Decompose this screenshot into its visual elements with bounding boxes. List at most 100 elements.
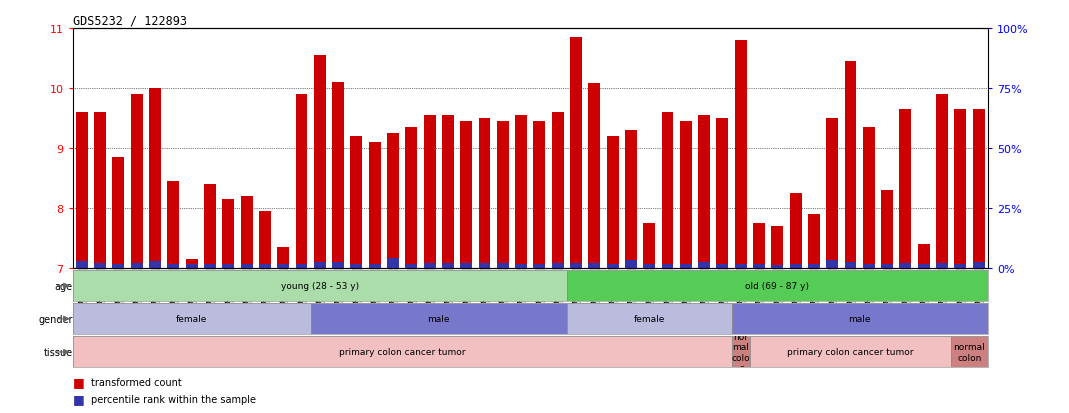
Text: female: female (634, 315, 665, 323)
Bar (863, 264, 874, 268)
Bar (734, 265, 746, 268)
Bar (441, 263, 454, 268)
Bar (112, 158, 124, 268)
Bar (662, 264, 673, 268)
Bar (311, 304, 567, 335)
Bar (790, 194, 802, 268)
Text: gender: gender (38, 314, 73, 324)
Bar (94, 113, 106, 268)
Bar (186, 259, 198, 268)
Text: old (69 - 87 y): old (69 - 87 y) (745, 282, 809, 290)
Bar (387, 134, 399, 268)
Bar (772, 226, 784, 268)
Bar (479, 119, 491, 268)
Bar (186, 265, 198, 268)
Bar (845, 62, 856, 268)
Bar (644, 223, 655, 268)
Bar (662, 113, 673, 268)
Bar (951, 337, 988, 368)
Bar (567, 304, 731, 335)
Bar (423, 116, 435, 268)
Bar (241, 197, 252, 268)
Bar (731, 304, 988, 335)
Bar (749, 337, 951, 368)
Bar (881, 265, 893, 268)
Bar (405, 264, 417, 268)
Bar (606, 137, 619, 268)
Text: primary colon cancer tumor: primary colon cancer tumor (339, 348, 465, 356)
Bar (332, 263, 344, 268)
Bar (753, 265, 765, 268)
Bar (130, 263, 142, 268)
Bar (73, 304, 311, 335)
Bar (772, 266, 784, 268)
Bar (973, 110, 985, 268)
Bar (259, 265, 270, 268)
Text: ■: ■ (73, 375, 84, 389)
Bar (644, 265, 655, 268)
Bar (112, 264, 124, 268)
Bar (588, 84, 600, 268)
Bar (423, 263, 435, 268)
Bar (899, 110, 912, 268)
Bar (753, 223, 765, 268)
Text: male: male (428, 315, 450, 323)
Bar (716, 119, 728, 268)
Bar (314, 56, 326, 268)
Text: normal
colon: normal colon (954, 342, 986, 362)
Bar (461, 122, 472, 268)
Bar (625, 131, 637, 268)
Bar (149, 89, 161, 268)
Bar (973, 263, 985, 268)
Bar (936, 95, 948, 268)
Bar (698, 116, 710, 268)
Bar (314, 263, 326, 268)
Bar (552, 263, 563, 268)
Bar (168, 264, 180, 268)
Bar (479, 263, 491, 268)
Bar (863, 128, 874, 268)
Bar (259, 211, 270, 268)
Bar (277, 265, 289, 268)
Bar (222, 199, 234, 268)
Bar (826, 260, 838, 268)
Bar (680, 264, 692, 268)
Text: young (28 - 53 y): young (28 - 53 y) (281, 282, 359, 290)
Bar (515, 116, 527, 268)
Text: tissue: tissue (44, 347, 73, 357)
Bar (405, 128, 417, 268)
Bar (899, 263, 912, 268)
Bar (369, 264, 381, 268)
Bar (567, 271, 988, 301)
Bar (277, 247, 289, 268)
Text: age: age (55, 281, 73, 291)
Bar (808, 265, 820, 268)
Bar (533, 264, 545, 268)
Bar (734, 41, 746, 268)
Bar (76, 113, 88, 268)
Bar (168, 182, 180, 268)
Bar (351, 264, 362, 268)
Text: female: female (176, 315, 207, 323)
Bar (716, 264, 728, 268)
Bar (295, 95, 308, 268)
Bar (588, 263, 600, 268)
Bar (552, 113, 563, 268)
Text: GDS5232 / 122893: GDS5232 / 122893 (73, 15, 187, 28)
Text: percentile rank within the sample: percentile rank within the sample (91, 394, 255, 404)
Bar (845, 263, 856, 268)
Bar (698, 263, 710, 268)
Text: ■: ■ (73, 392, 84, 405)
Bar (936, 263, 948, 268)
Bar (369, 143, 381, 268)
Bar (570, 38, 582, 268)
Bar (881, 190, 893, 268)
Bar (461, 263, 472, 268)
Bar (570, 263, 582, 268)
Bar (680, 122, 692, 268)
Bar (295, 264, 308, 268)
Bar (533, 122, 545, 268)
Bar (222, 265, 234, 268)
Text: transformed count: transformed count (91, 377, 182, 387)
Text: primary colon cancer tumor: primary colon cancer tumor (787, 348, 914, 356)
